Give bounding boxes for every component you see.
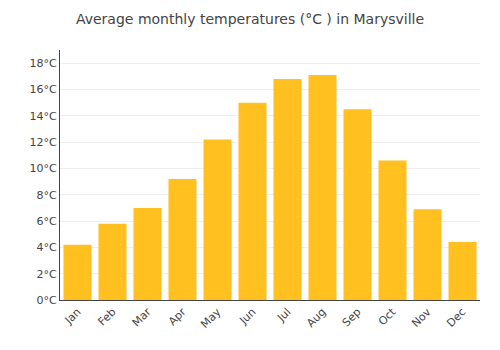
svg-text:16°C: 16°C xyxy=(30,83,57,96)
svg-text:May: May xyxy=(198,305,224,331)
svg-text:Nov: Nov xyxy=(409,305,434,330)
svg-text:Apr: Apr xyxy=(166,305,189,328)
svg-text:Feb: Feb xyxy=(96,306,119,329)
svg-text:10°C: 10°C xyxy=(30,162,57,175)
svg-text:Average monthly temperatures (: Average monthly temperatures (°C ) in Ma… xyxy=(76,11,424,27)
svg-text:6°C: 6°C xyxy=(37,215,57,228)
svg-text:Dec: Dec xyxy=(444,306,468,330)
svg-text:Sep: Sep xyxy=(340,306,364,330)
svg-text:18°C: 18°C xyxy=(30,57,57,70)
svg-text:12°C: 12°C xyxy=(30,136,57,149)
svg-text:Jun: Jun xyxy=(236,305,258,327)
svg-text:0°C: 0°C xyxy=(37,294,57,307)
svg-text:Mar: Mar xyxy=(130,305,154,329)
svg-text:2°C: 2°C xyxy=(37,268,57,281)
svg-text:Jul: Jul xyxy=(274,306,293,325)
svg-text:Jan: Jan xyxy=(62,306,84,328)
svg-text:8°C: 8°C xyxy=(37,189,57,202)
svg-text:4°C: 4°C xyxy=(37,241,57,254)
svg-text:14°C: 14°C xyxy=(30,110,57,123)
svg-text:Oct: Oct xyxy=(376,305,399,328)
svg-text:Aug: Aug xyxy=(304,306,328,330)
